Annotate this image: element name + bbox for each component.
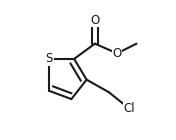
Text: O: O: [112, 47, 122, 60]
Text: S: S: [46, 52, 53, 65]
Text: O: O: [90, 14, 100, 27]
Text: Cl: Cl: [124, 102, 135, 115]
